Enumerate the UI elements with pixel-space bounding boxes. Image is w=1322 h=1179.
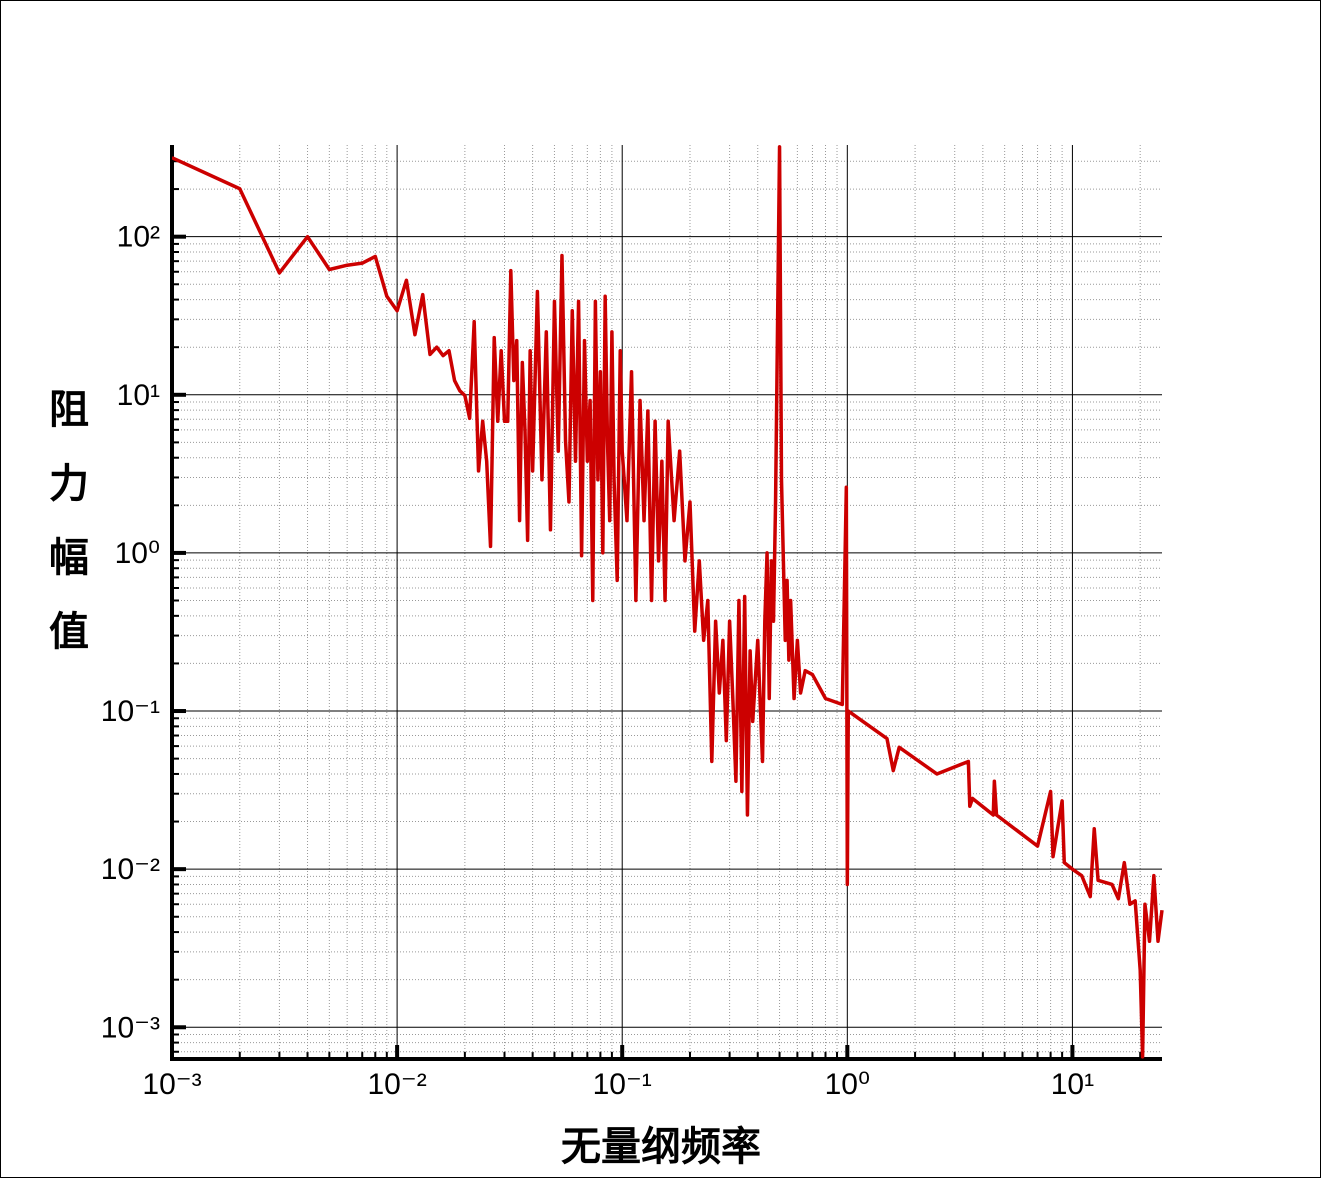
x-axis-label: 无量纲频率	[561, 1125, 761, 1169]
y-axis-label: 阻力幅值	[43, 388, 87, 684]
y-tick-label: 10⁻¹	[101, 695, 160, 728]
x-tick-label: 10¹	[1051, 1068, 1094, 1101]
x-tick-label: 10⁻³	[142, 1068, 201, 1101]
x-tick-label: 10⁻²	[368, 1068, 427, 1101]
x-tick-label: 10⁻¹	[593, 1068, 652, 1101]
y-tick-label: 10⁻²	[101, 853, 160, 886]
x-tick-label: 10⁰	[825, 1068, 870, 1101]
data-line	[172, 145, 1164, 1059]
y-tick-label: 10⁰	[115, 537, 160, 570]
y-tick-label: 10²	[117, 221, 160, 254]
y-tick-label: 10¹	[117, 379, 160, 412]
y-tick-label: 10⁻³	[101, 1011, 160, 1044]
